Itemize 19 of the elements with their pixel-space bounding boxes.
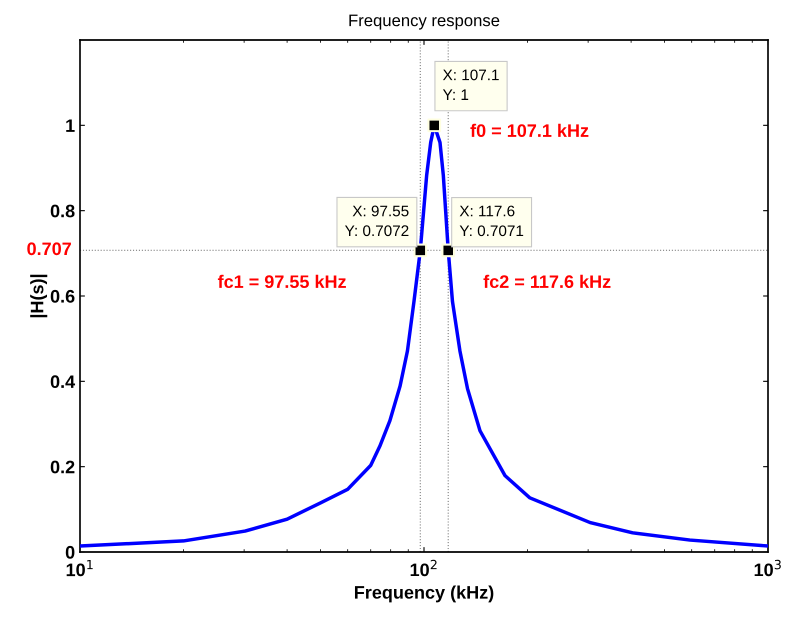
ref-line-label: 0.707 <box>27 242 71 256</box>
y-tick-label: 0.8 <box>50 204 75 218</box>
x-axis-title: Frequency (kHz) <box>354 586 494 602</box>
annotation: f0 = 107.1 kHz <box>470 124 588 138</box>
x-tick-label: 10$^{3}$ <box>754 560 781 576</box>
annotation: X: 97.55 Y: 0.7072 <box>344 206 409 236</box>
annotation: X: 107.1 Y: 1 <box>442 69 499 100</box>
y-tick-label: 0.6 <box>50 290 74 303</box>
x-tick-label: 10$^{2}$ <box>410 560 437 576</box>
chart-title: Frequency response <box>349 14 500 30</box>
y-axis-title: |H(s)| <box>30 274 48 318</box>
annotation: fc2 = 117.6 kHz <box>483 274 611 288</box>
y-tick-label: 0.4 <box>50 375 76 388</box>
annotation: fc1 = 97.55 kHz <box>218 274 346 288</box>
y-tick-label: 0 <box>66 546 74 559</box>
y-tick-label: 1 <box>66 119 75 132</box>
annotation: X: 117.6 Y: 0.7071 <box>460 206 524 236</box>
x-tick-label: 10$^{1}$ <box>66 560 93 576</box>
y-tick-label: 0.2 <box>50 460 74 474</box>
